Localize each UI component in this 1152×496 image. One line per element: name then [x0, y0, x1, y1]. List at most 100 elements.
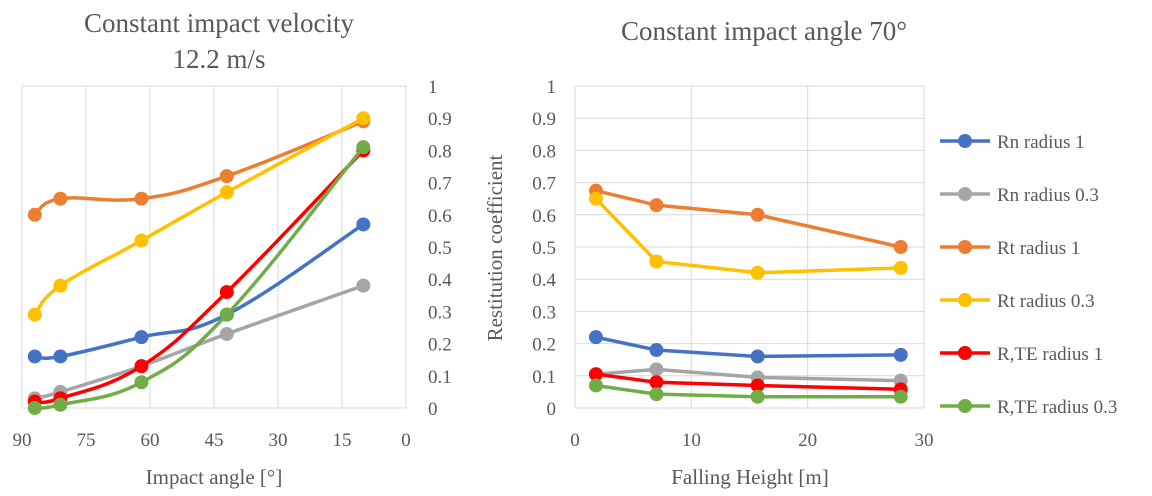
data-point: [27, 307, 42, 322]
series-right: [588, 378, 908, 404]
series-line: [595, 367, 901, 383]
y-tick-label: 0.5: [428, 238, 452, 259]
series-line: [33, 222, 366, 360]
plot-area-right: [574, 85, 925, 409]
x-tick-labels-right: 0 10 20 30: [570, 430, 933, 451]
series-line: [33, 148, 366, 405]
legend-item: R,TE radius 0.3: [940, 397, 1117, 418]
data-point: [356, 278, 371, 293]
data-point: [649, 387, 664, 402]
series-group-left: [27, 111, 371, 415]
data-point: [134, 375, 149, 390]
legend: Rn radius 1 Rn radius 0.3 Rt radius 1 Rt ra…: [940, 132, 1117, 418]
legend-marker: [958, 240, 972, 254]
data-point: [27, 349, 42, 364]
x-tick-label: 30: [269, 430, 288, 451]
data-point: [893, 240, 908, 254]
x-axis-title-right: Falling Height [m]: [671, 465, 828, 489]
data-point: [356, 111, 371, 126]
y-tick-label: 0.5: [532, 238, 556, 259]
y-tick-label: 0.7: [532, 174, 556, 195]
data-point: [588, 378, 603, 393]
legend-label: R,TE radius 0.3: [997, 397, 1117, 418]
series-line: [595, 383, 901, 399]
data-point: [893, 389, 908, 404]
legend-item: Rt radius 0.3: [940, 291, 1095, 312]
y-tick-label: 0.4: [532, 270, 556, 291]
legend-marker: [958, 399, 972, 413]
y-tick-label: 1: [428, 77, 438, 98]
data-point: [750, 389, 765, 404]
series-left: [27, 217, 371, 364]
data-point: [588, 191, 603, 206]
data-point: [134, 191, 149, 206]
y-tick-label: 0.9: [428, 109, 452, 130]
data-point: [750, 265, 765, 280]
series-left: [27, 111, 371, 322]
x-tick-label: 0: [570, 430, 580, 451]
data-point: [649, 254, 664, 269]
y-tick-label: 0.1: [428, 367, 452, 388]
data-point: [649, 375, 664, 390]
chart-title-left-line1: Constant impact velocity: [84, 8, 354, 38]
y-tick-label: 0.8: [532, 141, 556, 162]
x-tick-label: 0: [401, 430, 411, 451]
legend-marker: [958, 346, 972, 360]
data-point: [750, 378, 765, 393]
chart-title-right: Constant impact angle 70°: [621, 16, 907, 46]
y-tick-label: 0: [428, 399, 438, 420]
y-tick-label: 0.3: [532, 302, 556, 323]
x-tick-label: 75: [77, 430, 96, 451]
legend-label: Rn radius 0.3: [997, 185, 1099, 206]
data-point: [27, 401, 42, 415]
series-right: [588, 191, 908, 280]
x-tick-label: 10: [682, 430, 701, 451]
data-point: [649, 362, 664, 377]
series-group-right: [588, 183, 908, 404]
x-tick-label: 20: [798, 430, 817, 451]
data-point: [219, 307, 234, 322]
y-tick-label: 0.2: [532, 335, 556, 356]
y-tick-label: 0.9: [532, 109, 556, 130]
y-tick-label: 0.7: [428, 174, 452, 195]
series-right: [588, 367, 908, 397]
data-point: [750, 207, 765, 222]
y-tick-label: 0: [547, 399, 557, 420]
y-tick-labels-left: 0 0.1 0.2 0.3 0.4 0.5 0.6 0.7 0.8 0.9 1: [428, 77, 452, 420]
series-line: [595, 188, 902, 249]
x-tick-labels-left: 90 75 60 45 30 15 0: [13, 430, 411, 451]
x-tick-label: 45: [205, 430, 224, 451]
y-tick-label: 0.6: [428, 206, 452, 227]
data-point: [893, 260, 908, 275]
series-left: [27, 140, 371, 415]
data-point: [219, 169, 234, 184]
series-line: [33, 116, 366, 317]
data-point: [356, 217, 371, 232]
y-tick-labels-right: 0 0.1 0.2 0.3 0.4 0.5 0.6 0.7 0.8 0.9 1: [532, 77, 556, 420]
chart-title-left-line2: 12.2 m/s: [172, 44, 265, 74]
gridlines-right: [574, 85, 925, 409]
data-point: [53, 349, 68, 364]
data-point: [53, 278, 68, 293]
data-point: [53, 191, 68, 206]
legend-marker: [958, 293, 972, 307]
legend-label: Rt radius 1: [997, 238, 1080, 259]
legend-label: Rt radius 0.3: [997, 291, 1095, 312]
data-point: [27, 207, 42, 222]
y-axis-title-right: Restitution coefficient: [483, 154, 507, 341]
data-point: [649, 343, 664, 358]
legend-item: Rn radius 1: [940, 132, 1085, 153]
data-point: [219, 185, 234, 200]
data-point: [893, 347, 908, 362]
series-right: [588, 330, 908, 364]
y-tick-label: 1: [547, 77, 557, 98]
x-tick-label: 90: [13, 430, 32, 451]
data-point: [134, 330, 149, 345]
data-point: [750, 349, 765, 364]
legend-item: Rn radius 0.3: [940, 185, 1099, 206]
series-line: [594, 197, 901, 275]
chart-falling-height: 0 10 20 30 0 0.1 0.2 0.3 0.4 0.5 0.6 0.7 0.8 0.9 1 Co…: [483, 16, 934, 489]
data-point: [134, 359, 149, 374]
x-tick-label: 30: [915, 430, 934, 451]
